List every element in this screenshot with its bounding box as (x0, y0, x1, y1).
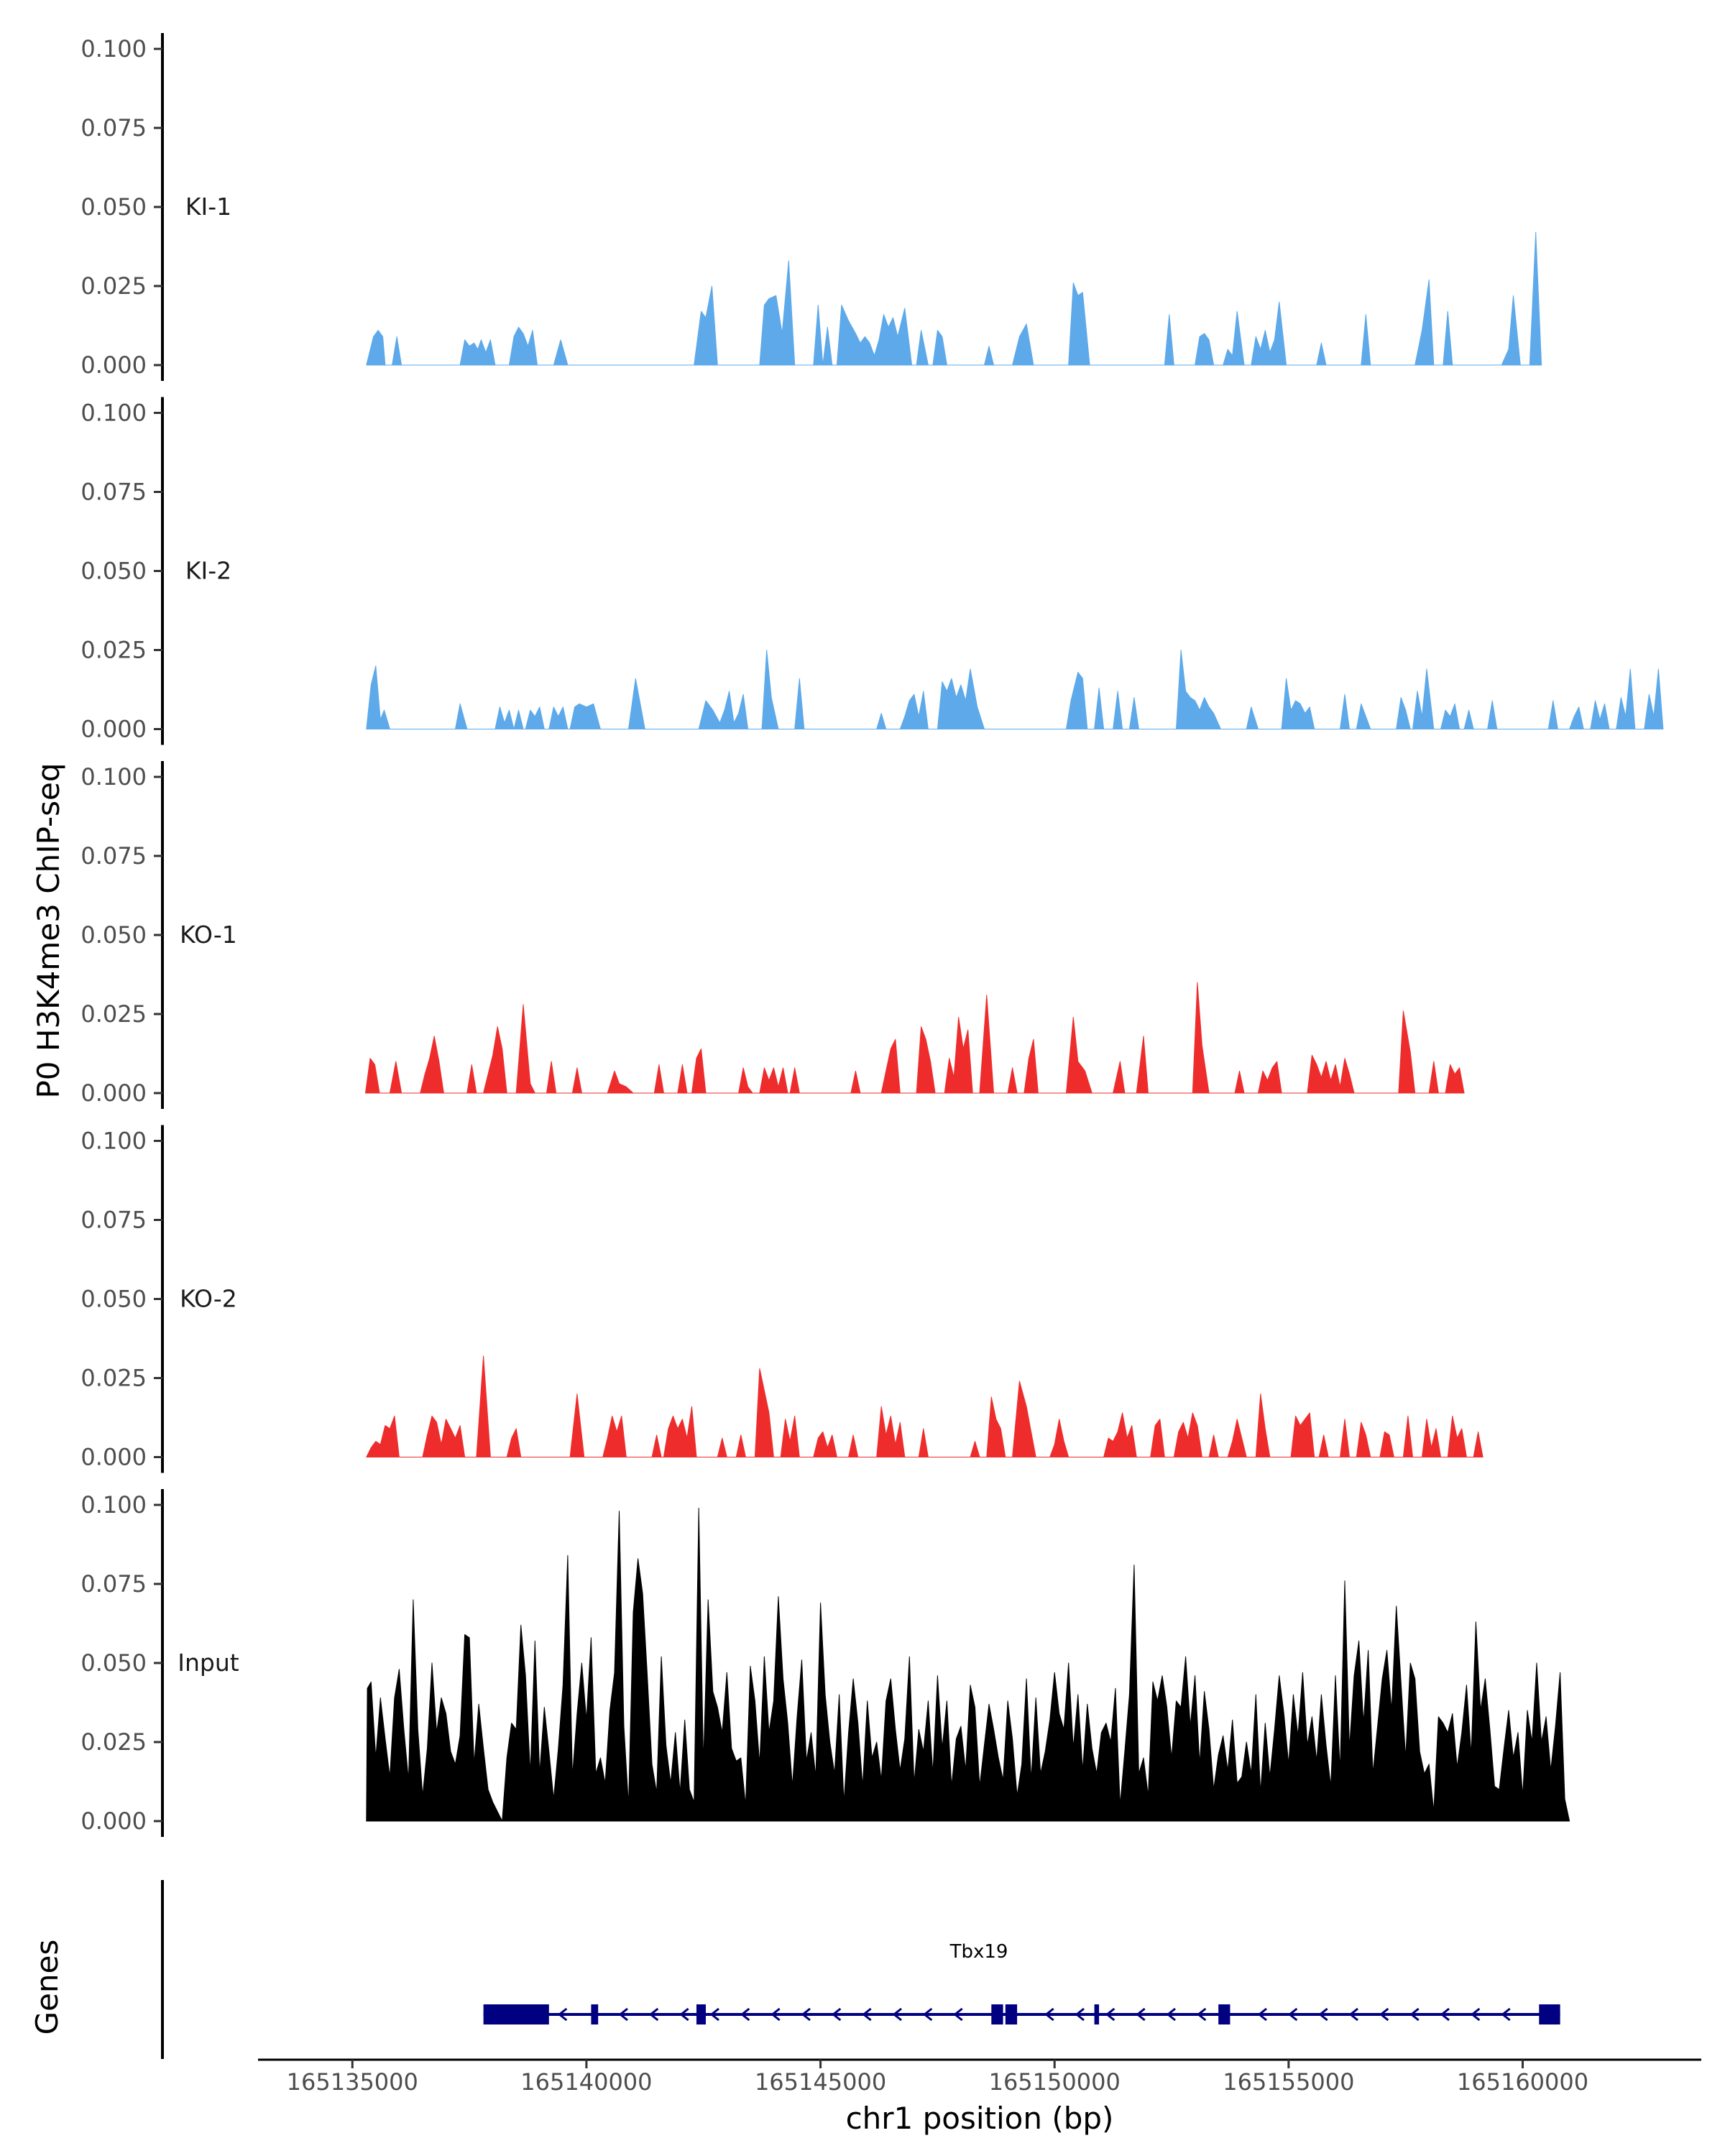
panel-ki-2: 0.000 0.025 0.050 0.075 0.100 KI-2 (80, 397, 1664, 745)
x-tick-label-0: 165135000 (287, 2068, 418, 2096)
gene-exon-7 (1539, 2004, 1560, 2024)
x-axis-title: chr1 position (bp) (846, 2101, 1114, 2136)
coverage-area-ko-1 (365, 982, 1465, 1094)
gene-exon-0 (483, 2004, 549, 2024)
strand-chevron-15 (1105, 2007, 1116, 2022)
strand-chevron-1 (618, 2007, 628, 2022)
x-tick-label-4: 165155000 (1223, 2068, 1354, 2096)
strand-chevron-20 (1287, 2007, 1298, 2022)
strand-chevron-23 (1379, 2007, 1389, 2022)
y-tick-label-ko-2-4: 0.100 (80, 1128, 147, 1155)
gene-model (483, 2004, 1560, 2024)
y-tick-label-ko-1-1: 0.025 (80, 1000, 147, 1028)
strand-chevron-24 (1409, 2007, 1420, 2022)
strand-chevron-6 (770, 2007, 781, 2022)
x-axis: 165135000 165140000 165145000 165150000 1651… (258, 2058, 1701, 2136)
strand-chevron-2 (648, 2007, 659, 2022)
panel-input: 0.000 0.025 0.050 0.075 0.100 Input (80, 1489, 1570, 1837)
panel-ko-2: 0.000 0.025 0.050 0.075 0.100 KO-2 (80, 1125, 1484, 1473)
y-tick-label-ki-1-0: 0.000 (80, 351, 147, 379)
track-label-ki-1: KI-1 (185, 193, 231, 221)
gene-track: Genes Tbx19 (29, 1880, 1560, 2059)
coverage-panels: 0.0000.0250.0500.0750.100KI-10.0000.0250… (80, 33, 1664, 1837)
y-tick-label-ki-2-2: 0.050 (80, 558, 147, 585)
strand-chevron-5 (740, 2007, 750, 2022)
strand-chevron-12 (953, 2007, 963, 2022)
coverage-area-ki-1 (366, 231, 1542, 366)
strand-chevron-13 (1044, 2007, 1054, 2022)
y-tick-label-ki-2-3: 0.075 (80, 479, 147, 506)
y-tick-label-ki-1-1: 0.025 (80, 272, 147, 300)
strand-chevron-3 (679, 2007, 689, 2022)
y-tick-label-ko-1-3: 0.075 (80, 842, 147, 870)
y-tick-label-ki-1-4: 0.100 (80, 35, 147, 63)
x-axis-ticks: 165135000 165140000 165145000 165150000 1651… (287, 2060, 1588, 2096)
y-tick-label-ko-2-2: 0.050 (80, 1286, 147, 1313)
gene-exon-6 (1218, 2004, 1230, 2024)
y-tick-label-ko-1-4: 0.100 (80, 763, 147, 791)
track-label-ko-2: KO-2 (180, 1285, 237, 1313)
track-label-ko-1: KO-1 (180, 921, 237, 949)
strand-chevron-10 (892, 2007, 902, 2022)
gene-exon-4 (1005, 2004, 1018, 2024)
strand-chevron-25 (1440, 2007, 1450, 2022)
strand-chevron-0 (557, 2007, 568, 2022)
x-tick-label-5: 165160000 (1457, 2068, 1588, 2096)
y-tick-label-ko-1-2: 0.050 (80, 921, 147, 949)
y-tick-label-ko-2-1: 0.025 (80, 1365, 147, 1392)
y-tick-label-ko-2-0: 0.000 (80, 1444, 147, 1471)
y-tick-label-ki-2-1: 0.025 (80, 637, 147, 664)
coverage-area-ki-2 (366, 650, 1664, 729)
strand-chevron-21 (1318, 2007, 1328, 2022)
x-tick-label-1: 165140000 (520, 2068, 652, 2096)
y-tick-label-input-2: 0.050 (80, 1649, 147, 1677)
strand-chevron-7 (801, 2007, 811, 2022)
y-tick-label-input-1: 0.025 (80, 1728, 147, 1756)
x-tick-label-3: 165150000 (989, 2068, 1121, 2096)
strand-chevron-26 (1470, 2007, 1481, 2022)
strand-chevron-27 (1501, 2007, 1511, 2022)
strand-chevron-14 (1075, 2007, 1085, 2022)
strand-chevron-4 (709, 2007, 719, 2022)
y-tick-label-ki-2-0: 0.000 (80, 716, 147, 743)
y-axis-title: P0 H3K4me3 ChIP-seq (31, 763, 66, 1098)
track-label-ki-2: KI-2 (185, 557, 231, 585)
track-label-input: Input (178, 1649, 239, 1677)
gene-track-title: Genes (29, 1940, 65, 2035)
gene-exon-5 (1094, 2004, 1100, 2024)
y-tick-label-ko-2-3: 0.075 (80, 1207, 147, 1234)
strand-chevron-22 (1348, 2007, 1358, 2022)
panel-ko-1: 0.000 0.025 0.050 0.075 0.100 KO-1 (80, 761, 1465, 1109)
y-tick-label-ki-2-4: 0.100 (80, 400, 147, 427)
y-tick-label-input-0: 0.000 (80, 1807, 147, 1835)
gene-name-label: Tbx19 (949, 1941, 1008, 1963)
y-tick-label-ko-1-0: 0.000 (80, 1079, 147, 1107)
gene-exon-3 (991, 2004, 1003, 2024)
strand-chevron-19 (1257, 2007, 1267, 2022)
strand-chevron-9 (862, 2007, 872, 2022)
y-tick-label-input-3: 0.075 (80, 1570, 147, 1598)
gene-exon-1 (591, 2004, 599, 2024)
strand-chevron-8 (831, 2007, 842, 2022)
y-tick-label-ki-1-2: 0.050 (80, 193, 147, 221)
y-tick-label-ki-1-3: 0.075 (80, 114, 147, 142)
coverage-area-ko-2 (366, 1355, 1484, 1457)
strand-chevron-16 (1136, 2007, 1146, 2022)
strand-chevron-17 (1166, 2007, 1176, 2022)
gene-exon-2 (696, 2004, 706, 2024)
coverage-area-input (366, 1507, 1570, 1822)
strand-chevron-18 (1196, 2007, 1207, 2022)
panel-ki-1: 0.000 0.025 0.050 0.075 0.100 KI-1 (80, 33, 1542, 381)
x-tick-label-2: 165145000 (755, 2068, 886, 2096)
y-tick-label-input-4: 0.100 (80, 1491, 147, 1519)
strand-chevron-11 (922, 2007, 933, 2022)
